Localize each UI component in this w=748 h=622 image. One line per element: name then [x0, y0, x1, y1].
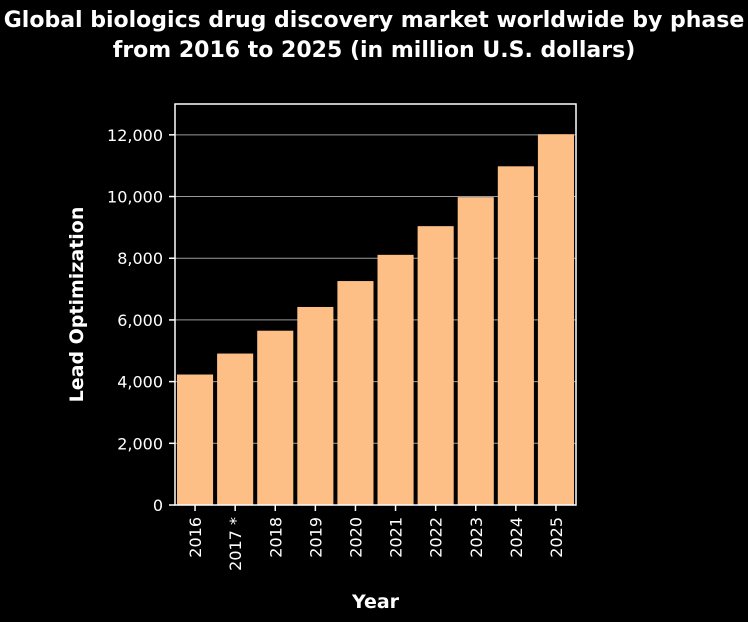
bar	[377, 254, 414, 505]
bar	[177, 374, 214, 505]
x-tick-label: 2024	[507, 517, 526, 558]
x-tick-label: 2019	[306, 517, 325, 558]
y-tick-label: 4,000	[117, 373, 163, 392]
bar	[497, 166, 534, 505]
bar	[337, 281, 374, 505]
x-tick-label: 2022	[427, 517, 446, 558]
bar	[457, 197, 494, 505]
x-tick-label: 2021	[387, 517, 406, 558]
x-tick-label: 2018	[266, 517, 285, 558]
x-tick-label: 2025	[547, 517, 566, 558]
bars	[177, 134, 574, 506]
plot-frame	[174, 103, 577, 506]
x-tick-label: 2016	[186, 517, 205, 558]
y-tick-label: 0	[153, 496, 163, 515]
x-axis-label: Year	[351, 591, 400, 613]
y-tick-label: 12,000	[107, 126, 163, 145]
x-axis-ticks: 2016 2017 * 2018 2019 2020 2021 2022 2023 2024 20…	[186, 505, 566, 571]
bar	[537, 134, 574, 505]
bar	[257, 330, 294, 505]
y-tick-label: 2,000	[117, 434, 163, 453]
chart-title: Global biologics drug discovery market w…	[3, 8, 745, 63]
y-tick-label: 6,000	[117, 311, 163, 330]
bar	[297, 306, 334, 505]
bar	[417, 226, 454, 506]
x-tick-label: 2017 *	[226, 517, 245, 571]
bar	[217, 353, 254, 505]
x-tick-label: 2020	[346, 517, 365, 558]
y-axis-ticks: 0 2,000 4,000 6,000 8,000 10,000 12,000	[107, 126, 175, 515]
y-tick-label: 8,000	[117, 249, 163, 268]
y-axis-label: Lead Optimization	[66, 207, 88, 403]
y-tick-label: 10,000	[107, 188, 163, 207]
x-tick-label: 2023	[467, 517, 486, 558]
